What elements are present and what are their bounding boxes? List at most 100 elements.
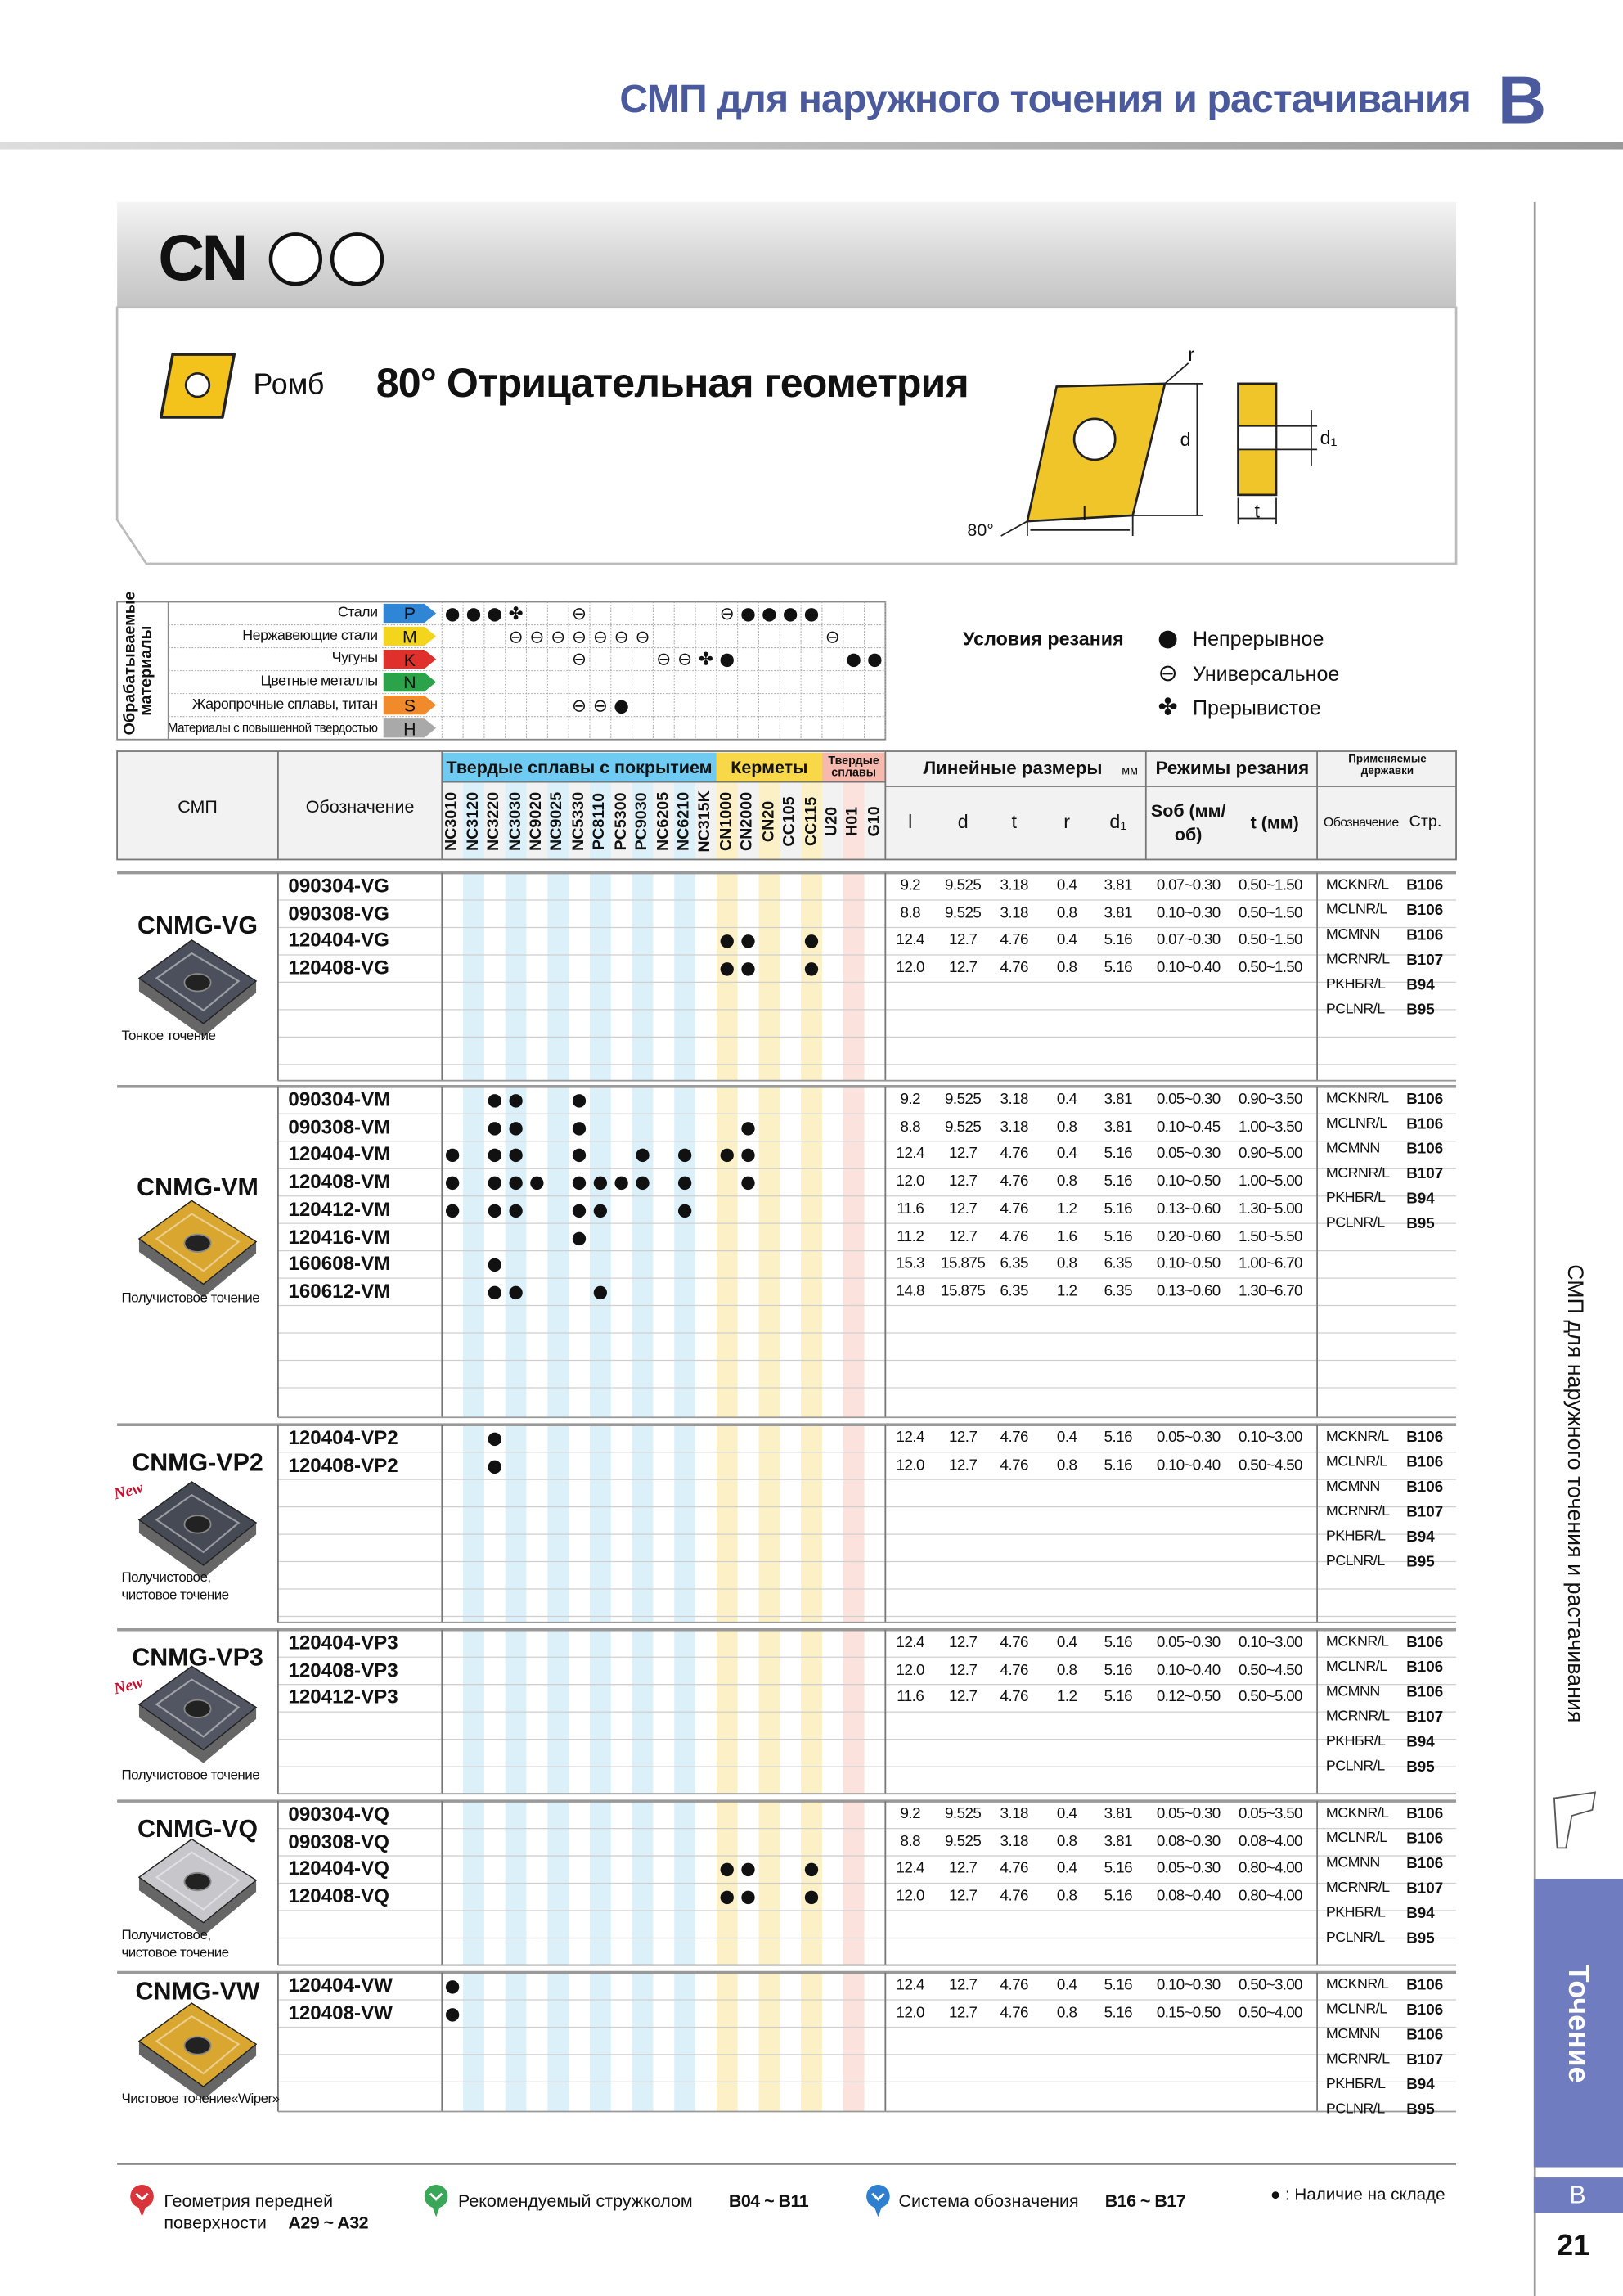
insert-description: Получистовое, (121, 1927, 211, 1944)
holder-name: PCLNR/L (1325, 2100, 1385, 2117)
grade-name: NC9020 (527, 791, 546, 852)
dimension-value: 6.35 (1104, 1281, 1133, 1300)
stock-mark: ● (614, 1171, 630, 1192)
dimension-value: 15.3 (896, 1254, 925, 1272)
insert-code: 120404-VG (288, 929, 389, 952)
grade-stripe (547, 1425, 569, 1623)
feed-value: 0.05~0.30 (1156, 1805, 1221, 1823)
material-name: Нержавеющие стали (242, 627, 378, 644)
grade-stripe (505, 872, 527, 1081)
dimension-value: 11.6 (897, 1200, 924, 1218)
dimension-value: 3.18 (1000, 1805, 1029, 1823)
material-name: Цветные металлы (260, 673, 379, 690)
stock-mark: ● (444, 2002, 461, 2024)
dimension-value: 5.16 (1104, 1227, 1133, 1245)
dimension-value: 0.4 (1056, 1633, 1077, 1652)
dimension-value: 3.81 (1104, 903, 1133, 922)
holder-name: MCMNN (1325, 1140, 1380, 1157)
stock-mark: ● (487, 1144, 503, 1165)
dimension-value: 12.7 (948, 1429, 978, 1447)
holder-name: MCRNR/L (1325, 1503, 1390, 1519)
grade-stripe (843, 872, 865, 1081)
dimension-value: 0.8 (1056, 1254, 1077, 1272)
dimension-value: 5.16 (1104, 1633, 1133, 1652)
footer-link-text: поверхности (164, 2212, 267, 2234)
dimension-value: 0.4 (1056, 876, 1077, 894)
stock-mark: ● (740, 1858, 756, 1880)
material-tag (383, 718, 437, 738)
insert-code: 120404-VM (288, 1142, 391, 1165)
link-icon (424, 2184, 448, 2208)
insert-code: 120408-VP2 (288, 1453, 398, 1476)
dimension-value: 0.4 (1056, 931, 1077, 949)
holder-name: MCRNR/L (1325, 2051, 1390, 2068)
material-name: Чугуны (331, 650, 378, 667)
grade-name: NC3010 (443, 791, 461, 852)
material-tag (383, 603, 437, 624)
insert-name: CNMG-VW (135, 1977, 260, 2006)
stock-mark: ● (592, 1199, 609, 1220)
dimension-value: 4.76 (1000, 1976, 1029, 1994)
insert-code: 120408-VM (288, 1170, 391, 1193)
stock-mark: ● (571, 1171, 587, 1192)
grade-stripe (801, 1425, 822, 1623)
stock-mark: ● (508, 1171, 524, 1192)
stock-mark: ● (487, 1427, 503, 1448)
grade-stripe (758, 1972, 780, 2112)
dimension-value: 8.8 (900, 1118, 921, 1136)
stock-mark: ● (677, 1171, 693, 1192)
dimension-value: 3.18 (1000, 1832, 1029, 1850)
holder-name: MCKNR/L (1325, 1805, 1389, 1822)
insert-face (155, 1493, 241, 1554)
insert-code: 120408-VP3 (288, 1659, 398, 1681)
grade-stripe (674, 1086, 696, 1418)
insert-diagram (1000, 362, 1318, 537)
dimension-value: 5.16 (1104, 1688, 1133, 1707)
grade-name: NC315K (696, 790, 714, 853)
stock-mark: ● (508, 1089, 524, 1110)
dimension-header: l (908, 810, 913, 833)
stock-mark: ● (508, 1116, 524, 1137)
dimension-value: 5.16 (1104, 958, 1133, 977)
dimension-value: 12.7 (948, 931, 978, 949)
depth-value: 1.00~3.50 (1239, 1118, 1302, 1136)
dimension-value: 5.16 (1104, 1976, 1133, 1994)
feed-value: 0.10~0.40 (1156, 1661, 1221, 1679)
holder-name: MCRNR/L (1325, 951, 1390, 968)
dimension-value: 9.2 (900, 1090, 921, 1109)
condition-label: Прерывистое (1193, 696, 1321, 719)
column-header: Обозначение (305, 796, 415, 817)
depth-value: 1.00~6.70 (1239, 1254, 1302, 1272)
holder-name: PCLNR/L (1325, 1758, 1385, 1775)
link-icon (130, 2184, 154, 2208)
grade-stripe (632, 872, 654, 1081)
dimension-value: 12.4 (896, 1859, 925, 1878)
dimension-value: 9.525 (944, 1805, 982, 1823)
insert-code: 090304-VG (288, 874, 389, 897)
section-tab (1533, 1878, 1623, 2168)
dimension-value: 11.2 (897, 1227, 924, 1245)
stock-mark: ● (571, 1116, 587, 1137)
holder-page: B94 (1406, 1732, 1435, 1751)
feed-value: 0.05~0.30 (1156, 1145, 1221, 1164)
material-mark: ● (444, 602, 461, 624)
dimension-value: 14.8 (896, 1281, 925, 1300)
grade-name: NC5330 (569, 791, 587, 852)
footer-link-ref: B04 ~ B11 (728, 2190, 809, 2212)
link-icon-tail (137, 2205, 146, 2217)
diagram-label: d (1180, 428, 1191, 451)
geometry-title: 80° Отрицательная геометрия (375, 360, 969, 406)
depth-value: 0.80~4.00 (1239, 1887, 1302, 1905)
dimension-value: 12.7 (948, 1661, 978, 1679)
letter-tab (1533, 2177, 1623, 2213)
dimension-value: 12.0 (896, 1887, 925, 1905)
dimension-header: d₁ (1109, 810, 1127, 833)
stock-mark: ● (508, 1144, 524, 1165)
dimension-value: 12.7 (948, 1145, 978, 1164)
material-mark: ⊖ (656, 649, 672, 670)
column-header: Режимы резания (1155, 758, 1310, 779)
insert-code: 160608-VM (288, 1252, 391, 1275)
sidebar-title: СМП для наружного точения и растачивания (1562, 1264, 1588, 1723)
dimension-value: 0.8 (1056, 1887, 1077, 1905)
dimension-value: 0.4 (1056, 1429, 1077, 1447)
